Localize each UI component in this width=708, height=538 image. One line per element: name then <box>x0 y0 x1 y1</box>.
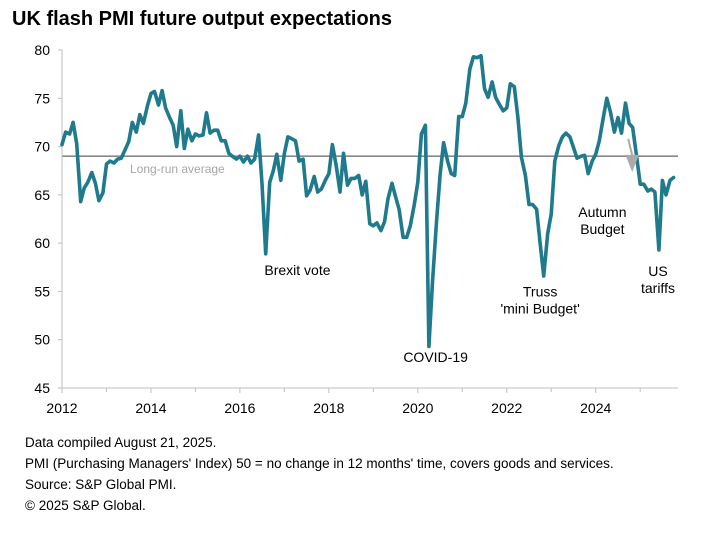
annotation-label: Budget <box>580 221 624 237</box>
y-tick-label: 55 <box>34 283 50 299</box>
y-tick-label: 45 <box>34 380 50 396</box>
x-tick-label: 2018 <box>313 400 344 416</box>
y-tick-label: 65 <box>34 187 50 203</box>
footnotes: Data compiled August 21, 2025. PMI (Purc… <box>25 432 614 516</box>
annotation-label: tariffs <box>641 280 675 296</box>
y-tick-label: 80 <box>34 42 50 58</box>
annotation-label: Truss <box>523 283 557 299</box>
y-tick-label: 70 <box>34 139 50 155</box>
x-tick-label: 2014 <box>135 400 166 416</box>
x-tick-label: 2012 <box>46 400 77 416</box>
x-tick-label: 2024 <box>580 400 611 416</box>
y-tick-label: 60 <box>34 235 50 251</box>
annotation-label: 'mini Budget' <box>500 300 579 316</box>
chart-title: UK flash PMI future output expectations <box>12 8 393 30</box>
autumn-budget-arrow-shaft <box>627 138 634 156</box>
footnote-copyright: © 2025 S&P Global. <box>25 498 146 513</box>
series-line-future-output-expectations <box>60 54 676 349</box>
footnote-pmi-definition: PMI (Purchasing Managers' Index) 50 = no… <box>25 456 614 471</box>
footnote-data-compiled: Data compiled August 21, 2025. <box>25 435 217 450</box>
chart-plot: Long-run average 45 50 55 60 65 70 75 80 2012 201… <box>34 42 678 416</box>
x-tick-label: 2020 <box>402 400 433 416</box>
y-tick-label: 75 <box>34 90 50 106</box>
x-tick-label: 2016 <box>224 400 255 416</box>
annotation-label: US <box>648 263 667 279</box>
y-tick-label: 50 <box>34 332 50 348</box>
autumn-budget-arrow-icon <box>625 154 639 173</box>
annotation-label: Autumn <box>578 204 626 220</box>
footnote-source: Source: S&P Global PMI. <box>25 477 177 492</box>
x-tick-label: 2022 <box>491 400 522 416</box>
annotation-label: COVID-19 <box>403 349 468 365</box>
long-run-average-label: Long-run average <box>130 162 225 176</box>
annotation-label: Brexit vote <box>264 262 330 278</box>
